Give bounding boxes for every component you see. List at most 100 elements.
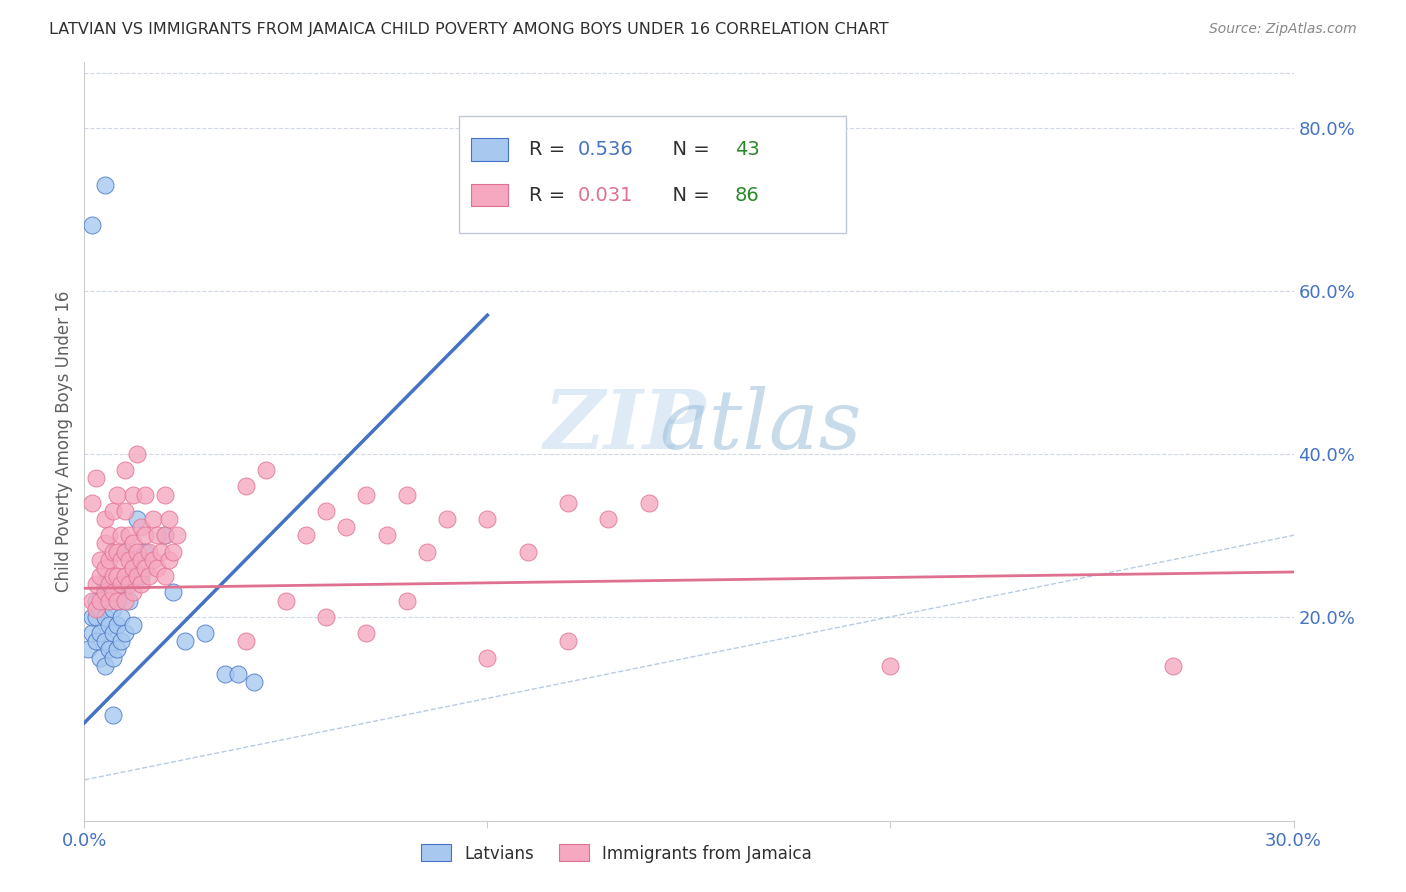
Point: [82, 626, 104, 640]
Point: [93, 178, 115, 192]
Point: [114, 593, 136, 607]
Point: [105, 569, 128, 583]
Point: [93, 561, 115, 575]
Point: [101, 585, 124, 599]
Point: [93, 658, 115, 673]
Point: [93, 585, 115, 599]
Point: [101, 504, 124, 518]
Point: [477, 650, 499, 665]
Point: [254, 463, 277, 477]
Point: [436, 512, 458, 526]
Text: atlas: atlas: [659, 386, 860, 467]
Point: [86, 634, 108, 648]
Point: [77, 642, 100, 657]
Point: [97, 618, 120, 632]
Point: [89, 553, 111, 567]
Point: [235, 634, 257, 648]
Point: [118, 553, 141, 567]
Point: [105, 544, 128, 558]
Text: 0.031: 0.031: [578, 186, 633, 204]
Point: [149, 544, 172, 558]
Point: [637, 496, 659, 510]
Point: [86, 471, 108, 485]
Point: [162, 585, 184, 599]
Point: [138, 544, 160, 558]
Point: [97, 593, 120, 607]
Point: [105, 487, 128, 501]
Point: [375, 528, 398, 542]
Point: [125, 447, 148, 461]
Point: [146, 561, 169, 575]
Point: [93, 536, 115, 550]
Point: [598, 512, 620, 526]
Point: [97, 553, 120, 567]
Point: [89, 593, 111, 607]
Point: [114, 504, 136, 518]
Text: 43: 43: [735, 140, 759, 159]
Point: [101, 544, 124, 558]
FancyBboxPatch shape: [471, 138, 508, 161]
Point: [114, 544, 136, 558]
Point: [335, 520, 357, 534]
Text: 0.536: 0.536: [578, 140, 634, 159]
Point: [114, 626, 136, 640]
Point: [89, 626, 111, 640]
Point: [157, 553, 180, 567]
Point: [129, 569, 152, 583]
Point: [101, 650, 124, 665]
Point: [97, 593, 120, 607]
Point: [89, 601, 111, 615]
Point: [274, 593, 297, 607]
Text: N =: N =: [659, 186, 716, 204]
Point: [105, 593, 128, 607]
Point: [153, 528, 176, 542]
Point: [134, 528, 156, 542]
Point: [121, 561, 143, 575]
Point: [101, 569, 124, 583]
Point: [1161, 658, 1184, 673]
Point: [93, 577, 115, 591]
Point: [82, 496, 104, 510]
Point: [153, 569, 176, 583]
Text: Source: ZipAtlas.com: Source: ZipAtlas.com: [1209, 22, 1357, 37]
Point: [105, 642, 128, 657]
Point: [129, 577, 152, 591]
Point: [134, 561, 156, 575]
Point: [86, 577, 108, 591]
Point: [121, 618, 143, 632]
Point: [125, 512, 148, 526]
Point: [110, 528, 132, 542]
Point: [194, 626, 217, 640]
Point: [86, 610, 108, 624]
Point: [114, 544, 136, 558]
Point: [110, 577, 132, 591]
Point: [162, 544, 184, 558]
Point: [295, 528, 318, 542]
Point: [82, 610, 104, 624]
Point: [89, 650, 111, 665]
Point: [557, 496, 579, 510]
Y-axis label: Child Poverty Among Boys Under 16: Child Poverty Among Boys Under 16: [55, 291, 73, 592]
Point: [121, 487, 143, 501]
Legend: Latvians, Immigrants from Jamaica: Latvians, Immigrants from Jamaica: [415, 838, 818, 869]
Point: [93, 610, 115, 624]
Text: R =: R =: [529, 186, 572, 204]
Point: [142, 512, 165, 526]
Point: [82, 593, 104, 607]
Point: [101, 601, 124, 615]
Point: [110, 634, 132, 648]
Point: [110, 610, 132, 624]
Point: [118, 577, 141, 591]
Point: [134, 487, 156, 501]
Point: [93, 512, 115, 526]
Point: [97, 528, 120, 542]
Point: [153, 528, 176, 542]
Point: [89, 569, 111, 583]
Point: [121, 561, 143, 575]
Point: [142, 553, 165, 567]
Point: [121, 585, 143, 599]
Point: [101, 707, 124, 722]
Point: [97, 642, 120, 657]
Point: [114, 463, 136, 477]
Point: [121, 536, 143, 550]
